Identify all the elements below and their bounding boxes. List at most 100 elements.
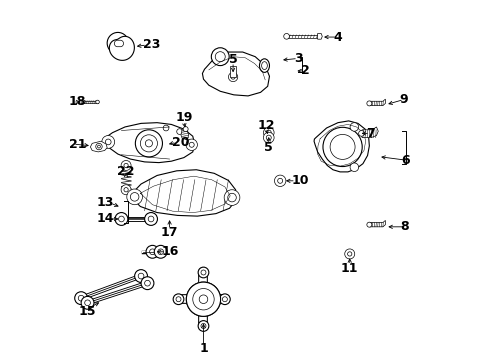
- Circle shape: [211, 48, 229, 66]
- Circle shape: [227, 193, 236, 202]
- Text: 5: 5: [228, 53, 237, 66]
- Circle shape: [123, 188, 128, 192]
- Circle shape: [274, 175, 285, 186]
- Circle shape: [126, 189, 142, 205]
- Circle shape: [192, 288, 214, 310]
- Circle shape: [344, 249, 354, 259]
- Circle shape: [199, 295, 207, 303]
- Circle shape: [141, 277, 154, 289]
- Circle shape: [138, 273, 143, 279]
- Text: 20: 20: [172, 136, 189, 149]
- Text: 11: 11: [340, 262, 358, 275]
- Circle shape: [201, 324, 205, 328]
- Circle shape: [96, 143, 102, 150]
- Circle shape: [114, 40, 123, 49]
- Text: 7: 7: [365, 127, 374, 140]
- Polygon shape: [181, 130, 188, 140]
- Circle shape: [366, 101, 371, 106]
- Circle shape: [277, 178, 282, 183]
- Circle shape: [183, 127, 188, 132]
- Circle shape: [224, 190, 240, 206]
- Circle shape: [322, 127, 362, 167]
- Circle shape: [119, 216, 124, 222]
- Circle shape: [176, 129, 182, 134]
- Circle shape: [140, 135, 157, 152]
- Circle shape: [263, 127, 274, 138]
- Text: 1: 1: [199, 342, 207, 355]
- Polygon shape: [287, 35, 317, 38]
- Circle shape: [366, 222, 371, 227]
- Circle shape: [349, 163, 358, 171]
- Text: 21: 21: [68, 138, 86, 150]
- Circle shape: [329, 134, 354, 159]
- Text: 12: 12: [257, 118, 274, 132]
- Text: 13: 13: [97, 197, 114, 210]
- Circle shape: [189, 142, 194, 147]
- Text: 16: 16: [162, 245, 179, 258]
- Text: 2: 2: [300, 64, 309, 77]
- Circle shape: [228, 72, 237, 82]
- Circle shape: [219, 294, 230, 305]
- Polygon shape: [131, 170, 236, 216]
- Polygon shape: [114, 40, 123, 47]
- Circle shape: [358, 131, 364, 136]
- Circle shape: [192, 288, 214, 310]
- Ellipse shape: [259, 59, 269, 72]
- Circle shape: [186, 282, 220, 316]
- Text: 3: 3: [293, 52, 302, 65]
- Polygon shape: [359, 127, 378, 138]
- Circle shape: [107, 32, 128, 54]
- Polygon shape: [109, 36, 134, 60]
- Circle shape: [146, 246, 159, 258]
- Circle shape: [144, 280, 150, 286]
- Circle shape: [134, 270, 147, 283]
- Polygon shape: [313, 121, 368, 172]
- Polygon shape: [368, 99, 385, 105]
- Text: 19: 19: [175, 112, 192, 125]
- Circle shape: [81, 296, 94, 309]
- Circle shape: [123, 163, 128, 168]
- Text: 8: 8: [400, 220, 408, 233]
- Ellipse shape: [261, 62, 267, 69]
- Circle shape: [78, 295, 84, 301]
- Circle shape: [199, 295, 207, 303]
- Circle shape: [185, 139, 197, 150]
- Text: 17: 17: [161, 226, 178, 239]
- Circle shape: [283, 33, 289, 39]
- Circle shape: [201, 270, 205, 275]
- Circle shape: [115, 42, 131, 57]
- Text: 5: 5: [264, 141, 273, 154]
- Polygon shape: [81, 100, 85, 104]
- Text: 9: 9: [399, 93, 407, 106]
- Circle shape: [75, 292, 87, 305]
- Circle shape: [265, 130, 271, 135]
- Text: 6: 6: [401, 154, 409, 167]
- Circle shape: [144, 212, 157, 225]
- Polygon shape: [317, 33, 322, 39]
- Text: 4: 4: [332, 31, 341, 44]
- Polygon shape: [368, 220, 385, 227]
- Text: 14: 14: [97, 212, 114, 225]
- Circle shape: [347, 252, 351, 256]
- Circle shape: [222, 297, 227, 302]
- Circle shape: [102, 135, 114, 148]
- Circle shape: [263, 132, 274, 143]
- Circle shape: [145, 140, 152, 147]
- Circle shape: [158, 249, 163, 255]
- Circle shape: [121, 161, 131, 171]
- Circle shape: [148, 216, 154, 222]
- Text: 10: 10: [291, 174, 308, 187]
- Circle shape: [121, 185, 131, 195]
- Polygon shape: [230, 66, 235, 77]
- Circle shape: [115, 212, 127, 225]
- Text: 15: 15: [79, 305, 96, 318]
- Circle shape: [198, 321, 208, 331]
- Circle shape: [84, 300, 90, 306]
- Circle shape: [215, 52, 225, 62]
- Circle shape: [173, 294, 183, 305]
- Circle shape: [154, 246, 167, 258]
- Text: 18: 18: [68, 95, 86, 108]
- Circle shape: [186, 282, 220, 316]
- Circle shape: [163, 125, 168, 131]
- Polygon shape: [90, 141, 107, 152]
